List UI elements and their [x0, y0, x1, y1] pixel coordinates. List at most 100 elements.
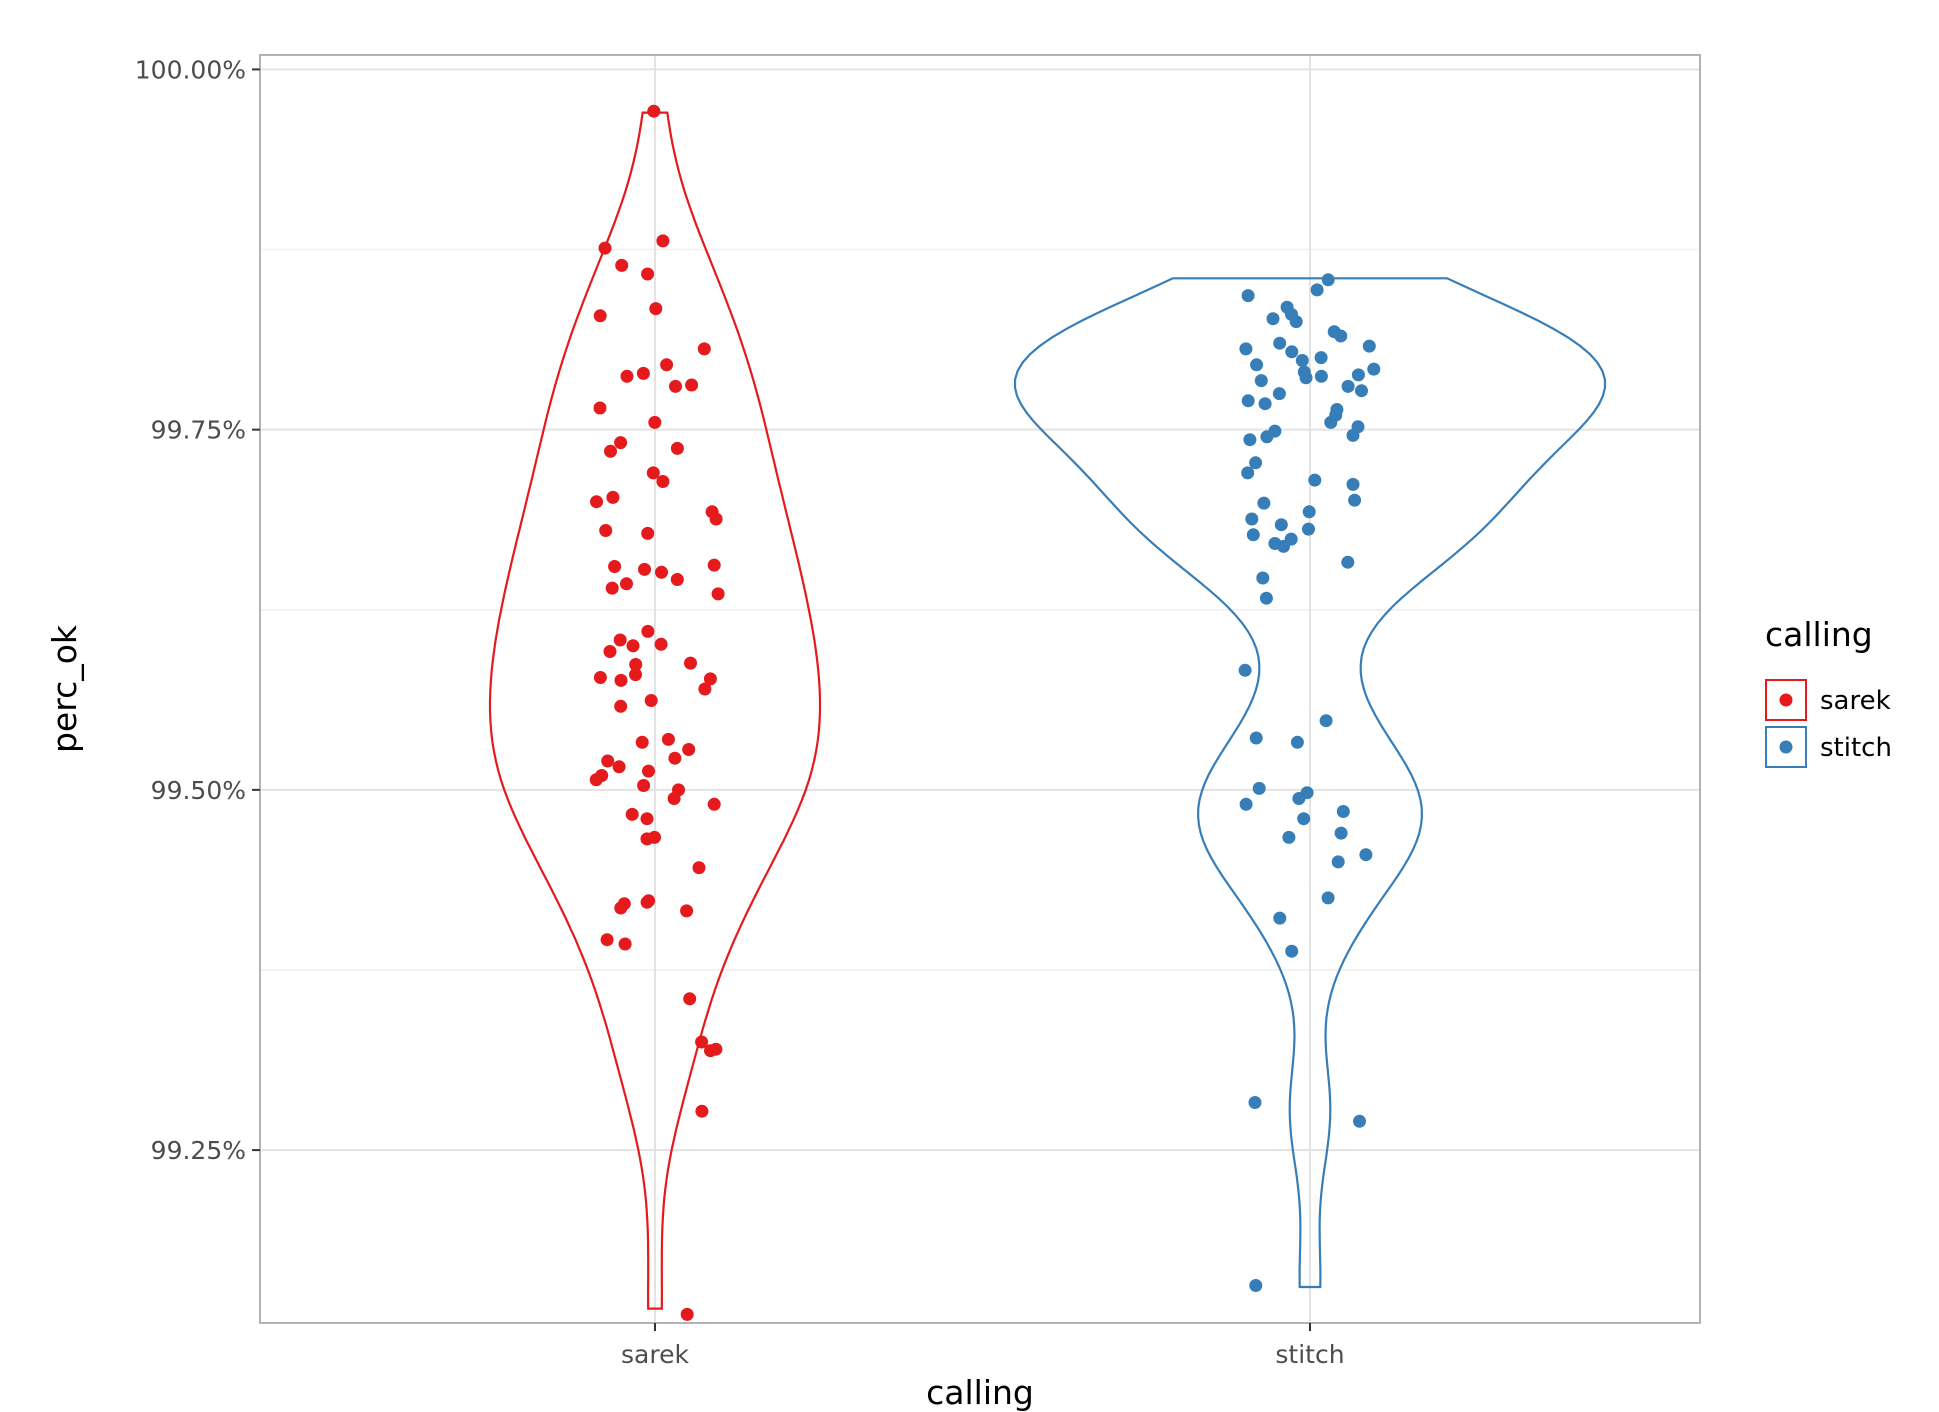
point-sarek: [654, 637, 668, 651]
y-tick-label: 99.25%: [151, 1136, 246, 1165]
point-sarek: [641, 624, 655, 638]
point-stitch: [1241, 466, 1255, 480]
point-sarek: [711, 587, 725, 601]
point-sarek: [655, 565, 668, 579]
legend-key-sarek: [1765, 679, 1807, 721]
point-sarek: [614, 901, 628, 915]
point-stitch: [1252, 781, 1266, 795]
point-sarek: [680, 904, 694, 918]
point-sarek: [656, 475, 670, 488]
point-stitch: [1241, 394, 1255, 408]
point-sarek: [642, 764, 655, 778]
point-stitch: [1346, 428, 1360, 442]
point-stitch: [1260, 430, 1274, 444]
point-sarek: [704, 1044, 717, 1058]
point-stitch: [1346, 477, 1360, 491]
point-stitch: [1259, 591, 1273, 605]
point-sarek: [649, 302, 663, 316]
point-sarek: [618, 937, 632, 951]
point-sarek: [641, 526, 655, 540]
point-stitch: [1243, 433, 1257, 447]
point-stitch: [1353, 1114, 1366, 1128]
legend-key-dot-sarek: [1779, 693, 1793, 707]
point-sarek: [640, 832, 654, 846]
y-tick-label: 99.50%: [151, 776, 246, 805]
point-sarek: [605, 581, 619, 595]
legend-label-sarek: sarek: [1820, 686, 1891, 716]
point-stitch: [1321, 273, 1335, 287]
y-tick-label: 100.00%: [135, 55, 246, 84]
point-stitch: [1299, 371, 1313, 385]
point-stitch: [1351, 368, 1365, 382]
point-sarek: [601, 754, 615, 768]
point-sarek: [638, 562, 651, 576]
y-axis-ticks: 99.25% 99.50% 99.75% 100.00%: [135, 55, 260, 1165]
point-stitch: [1310, 283, 1324, 297]
point-sarek: [707, 558, 721, 572]
point-stitch: [1302, 522, 1315, 536]
point-sarek: [593, 309, 607, 323]
point-stitch: [1285, 944, 1299, 958]
point-stitch: [1250, 358, 1264, 372]
point-stitch: [1282, 830, 1296, 844]
point-sarek: [660, 358, 674, 372]
point-stitch: [1249, 1279, 1263, 1292]
point-stitch: [1359, 848, 1373, 862]
point-stitch: [1273, 911, 1287, 925]
legend-label-stitch: stitch: [1820, 733, 1892, 763]
point-sarek: [682, 743, 696, 756]
point-stitch: [1297, 812, 1311, 826]
plot-border: [259, 54, 1701, 1324]
point-sarek: [707, 797, 721, 811]
point-stitch: [1246, 528, 1260, 542]
point-sarek: [629, 658, 643, 671]
point-sarek: [637, 779, 651, 792]
point-sarek: [606, 490, 620, 504]
point-sarek: [685, 378, 699, 392]
major-grid: [260, 55, 1700, 1323]
point-sarek: [670, 573, 684, 586]
minor-grid: [260, 248, 1700, 971]
point-sarek: [670, 441, 684, 455]
point-sarek: [709, 512, 723, 526]
point-stitch: [1274, 518, 1288, 532]
point-sarek: [698, 682, 712, 696]
x-tick-label: sarek: [621, 1340, 689, 1369]
point-sarek: [604, 444, 617, 458]
point-sarek: [614, 436, 628, 450]
point-sarek: [608, 560, 622, 573]
point-sarek: [697, 342, 711, 356]
point-sarek: [598, 241, 612, 255]
point-sarek: [629, 668, 642, 682]
x-tick-label: stitch: [1275, 1340, 1344, 1369]
point-stitch: [1239, 342, 1253, 356]
point-sarek: [695, 1104, 709, 1118]
point-stitch: [1331, 855, 1345, 869]
point-sarek: [625, 807, 639, 821]
point-sarek: [620, 369, 634, 383]
point-sarek: [615, 258, 629, 272]
point-stitch: [1295, 354, 1309, 367]
point-sarek: [667, 792, 681, 805]
point-sarek: [613, 633, 627, 647]
point-sarek: [614, 699, 628, 713]
point-stitch: [1238, 663, 1252, 677]
legend-key-dot-stitch: [1779, 740, 1793, 754]
point-sarek: [661, 732, 675, 746]
point-stitch: [1362, 339, 1376, 353]
point-sarek: [590, 495, 603, 509]
violins: [488, 111, 1607, 1310]
point-stitch: [1334, 329, 1348, 343]
point-stitch: [1245, 512, 1259, 526]
point-stitch: [1239, 797, 1253, 811]
point-sarek: [612, 760, 626, 774]
point-stitch: [1314, 351, 1328, 365]
point-sarek: [593, 401, 607, 415]
point-sarek: [647, 104, 661, 118]
point-sarek: [656, 234, 670, 248]
x-axis-ticks: sarek stitch: [621, 1323, 1345, 1369]
point-stitch: [1257, 496, 1271, 510]
point-sarek: [692, 861, 706, 875]
point-stitch: [1249, 731, 1263, 745]
point-stitch: [1249, 456, 1263, 470]
